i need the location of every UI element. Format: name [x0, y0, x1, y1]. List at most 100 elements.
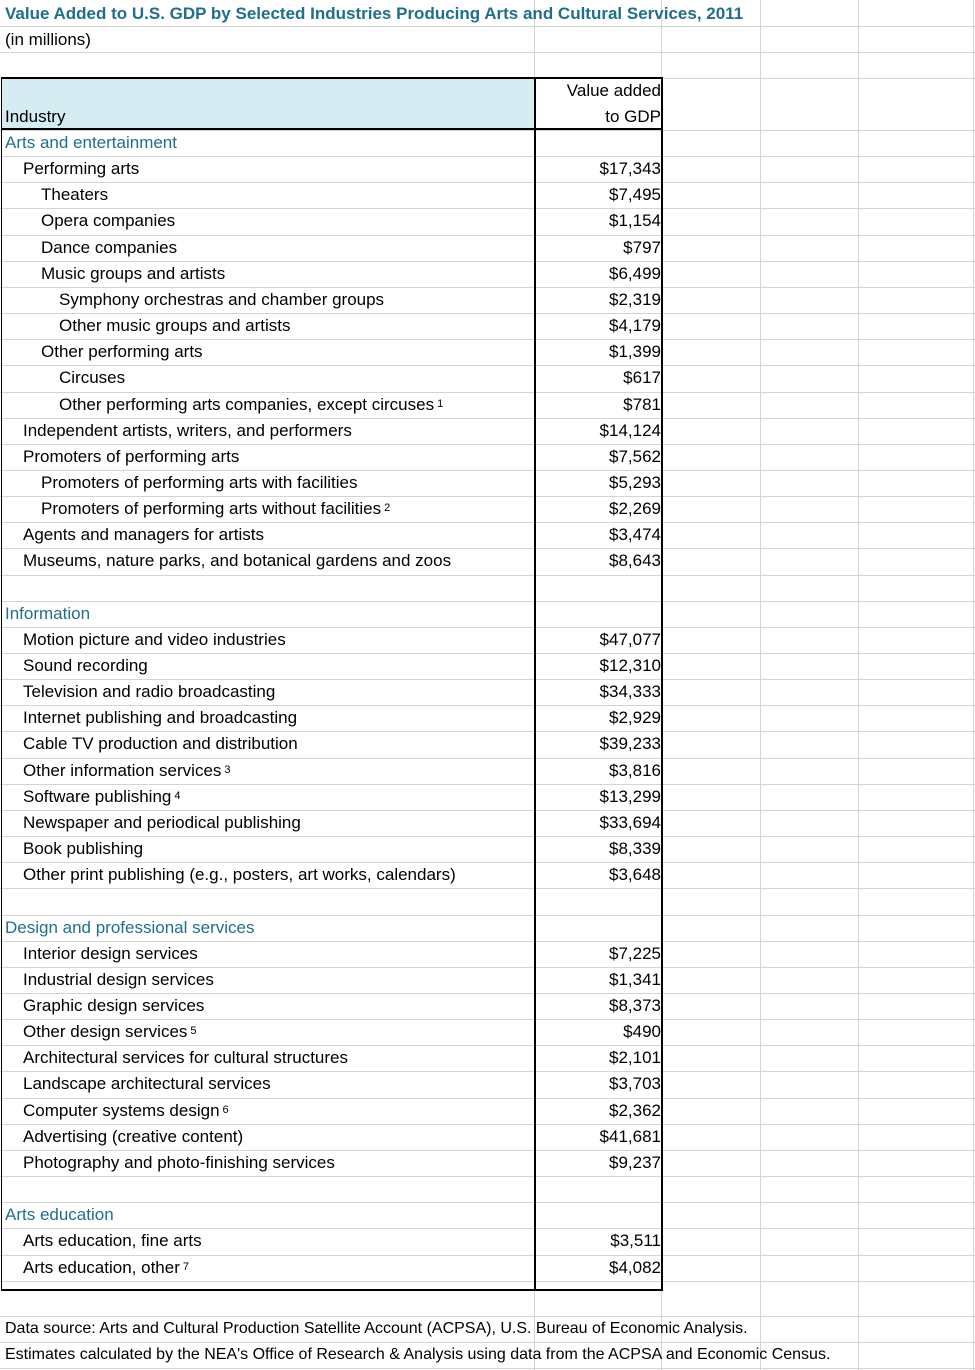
industry-label-text: Dance companies	[41, 237, 178, 257]
industry-label-text: Television and radio broadcasting	[23, 682, 276, 702]
industry-label-text: Independent artists, writers, and perfor…	[23, 420, 352, 440]
value-cell: $13,299	[599, 786, 661, 806]
industry-label-text: Museums, nature parks, and botanical gar…	[23, 551, 452, 571]
industry-label-text: Other music groups and artists	[59, 316, 291, 335]
value-cell: $3,703	[609, 1074, 661, 1094]
industry-label-text: Industrial design services	[23, 969, 214, 989]
industry-label-text: Internet publishing and broadcasting	[23, 708, 298, 728]
industry-label: Photography and photo-finishing services	[23, 1153, 335, 1173]
value-cell: $17,343	[599, 159, 661, 179]
value-cell: $797	[623, 237, 661, 257]
industry-label-text: Graphic design services	[23, 995, 205, 1015]
industry-label-text: Interior design services	[23, 943, 198, 963]
value-cell: $3,816	[609, 760, 661, 780]
section-heading: Arts education	[5, 1205, 114, 1225]
industry-label-text: Other performing arts companies, except …	[59, 394, 435, 414]
table-title: Value Added to U.S. GDP by Selected Indu…	[5, 4, 744, 23]
value-cell: $34,333	[599, 682, 661, 702]
industry-label: Symphony orchestras and chamber groups	[59, 290, 384, 310]
table-right-border	[661, 77, 663, 1291]
industry-label: Promoters of performing arts with facili…	[41, 473, 358, 493]
industry-label-text: Circuses	[59, 368, 126, 388]
value-cell: $3,511	[610, 1231, 661, 1251]
industry-label: Sound recording	[23, 656, 148, 676]
value-cell: $2,269	[609, 499, 661, 519]
table-left-border	[1, 77, 2, 1291]
industry-label: Book publishing	[23, 839, 143, 859]
industry-label-text: Computer systems design	[23, 1100, 220, 1120]
value-cell: $3,648	[609, 865, 661, 885]
value-cell: $490	[623, 1022, 661, 1042]
value-cell: $4,082	[609, 1257, 661, 1277]
industry-label: Landscape architectural services	[23, 1074, 271, 1094]
industry-label-text: Other performing arts	[41, 342, 203, 362]
value-cell: $4,179	[609, 316, 661, 335]
industry-label: Dance companies	[41, 238, 177, 258]
value-cell: $9,237	[609, 1152, 661, 1172]
industry-label-text: Design and professional services	[5, 917, 255, 937]
value-cell: $12,310	[599, 656, 661, 675]
column-header-value-line2: to GDP	[605, 107, 661, 126]
industry-label-text: Landscape architectural services	[23, 1074, 271, 1094]
industry-label: Newspaper and periodical publishing	[23, 813, 301, 833]
value-cell: $41,681	[599, 1126, 661, 1146]
industry-label-text: Promoters of performing arts with facili…	[41, 472, 358, 492]
industry-label-text: Cable TV production and distribution	[23, 734, 298, 754]
industry-label-text: Arts and entertainment	[5, 133, 177, 152]
industry-label: Interior design services	[23, 944, 198, 964]
industry-label-text: Arts education, fine arts	[23, 1231, 202, 1251]
industry-label-text: Symphony orchestras and chamber groups	[59, 289, 385, 309]
industry-label-text: Information	[5, 603, 91, 623]
header-value-cell	[535, 78, 662, 129]
footnote-marker: 4	[174, 789, 181, 802]
industry-label-text: Advertising (creative content)	[23, 1126, 244, 1146]
section-heading: Information	[5, 604, 90, 624]
table-bottom-border	[1, 1289, 663, 1291]
industry-label: Opera companies	[41, 211, 175, 231]
industry-label: Circuses	[59, 368, 125, 388]
value-cell: $3,474	[609, 525, 661, 545]
industry-label-text: Other design services	[23, 1022, 188, 1042]
industry-label: Other print publishing (e.g., posters, a…	[23, 865, 456, 885]
industry-label: Computer systems design 6	[23, 1101, 229, 1121]
value-cell: $7,225	[609, 943, 661, 963]
industry-label: Promoters of performing arts without fac…	[41, 499, 390, 519]
value-cell: $8,339	[609, 839, 661, 858]
industry-label: Software publishing 4	[23, 787, 181, 807]
industry-label: Museums, nature parks, and botanical gar…	[23, 551, 451, 571]
value-cell: $617	[623, 368, 661, 388]
industry-label: Other performing arts	[41, 342, 203, 362]
value-cell: $6,499	[609, 263, 661, 283]
industry-label: Music groups and artists	[41, 264, 225, 284]
footnote-marker: 5	[190, 1025, 197, 1038]
value-cell: $5,293	[609, 472, 661, 492]
industry-label: Independent artists, writers, and perfor…	[23, 421, 352, 441]
header-bottom-border	[1, 128, 663, 130]
value-cell: $781	[623, 394, 661, 414]
industry-label: Theaters	[41, 185, 108, 205]
industry-label: Advertising (creative content)	[23, 1127, 243, 1147]
footnote-source: Data source: Arts and Cultural Productio…	[5, 1320, 748, 1337]
industry-label: Industrial design services	[23, 970, 214, 990]
industry-label: Promoters of performing arts	[23, 447, 239, 467]
table-top-border	[1, 77, 663, 79]
column-divider	[534, 77, 536, 1291]
value-cell: $7,562	[609, 446, 661, 466]
industry-label: Performing arts	[23, 159, 139, 179]
industry-label: Other information services 3	[23, 761, 231, 781]
value-cell: $2,362	[609, 1100, 661, 1120]
header-industry-cell	[2, 78, 535, 129]
industry-label: Other music groups and artists	[59, 316, 290, 336]
industry-label-text: Music groups and artists	[41, 263, 226, 283]
column-header-value-line1: Value added	[566, 81, 661, 100]
industry-label: Cable TV production and distribution	[23, 734, 298, 754]
industry-label-text: Motion picture and video industries	[23, 629, 286, 649]
footnote-marker: 6	[222, 1103, 229, 1116]
industry-label-text: Theaters	[41, 185, 109, 205]
industry-label-text: Arts education	[5, 1205, 114, 1225]
value-cell: $14,124	[599, 420, 661, 440]
industry-label-text: Agents and managers for artists	[23, 525, 264, 545]
industry-label-text: Other print publishing (e.g., posters, a…	[23, 865, 456, 885]
section-heading: Design and professional services	[5, 918, 254, 938]
